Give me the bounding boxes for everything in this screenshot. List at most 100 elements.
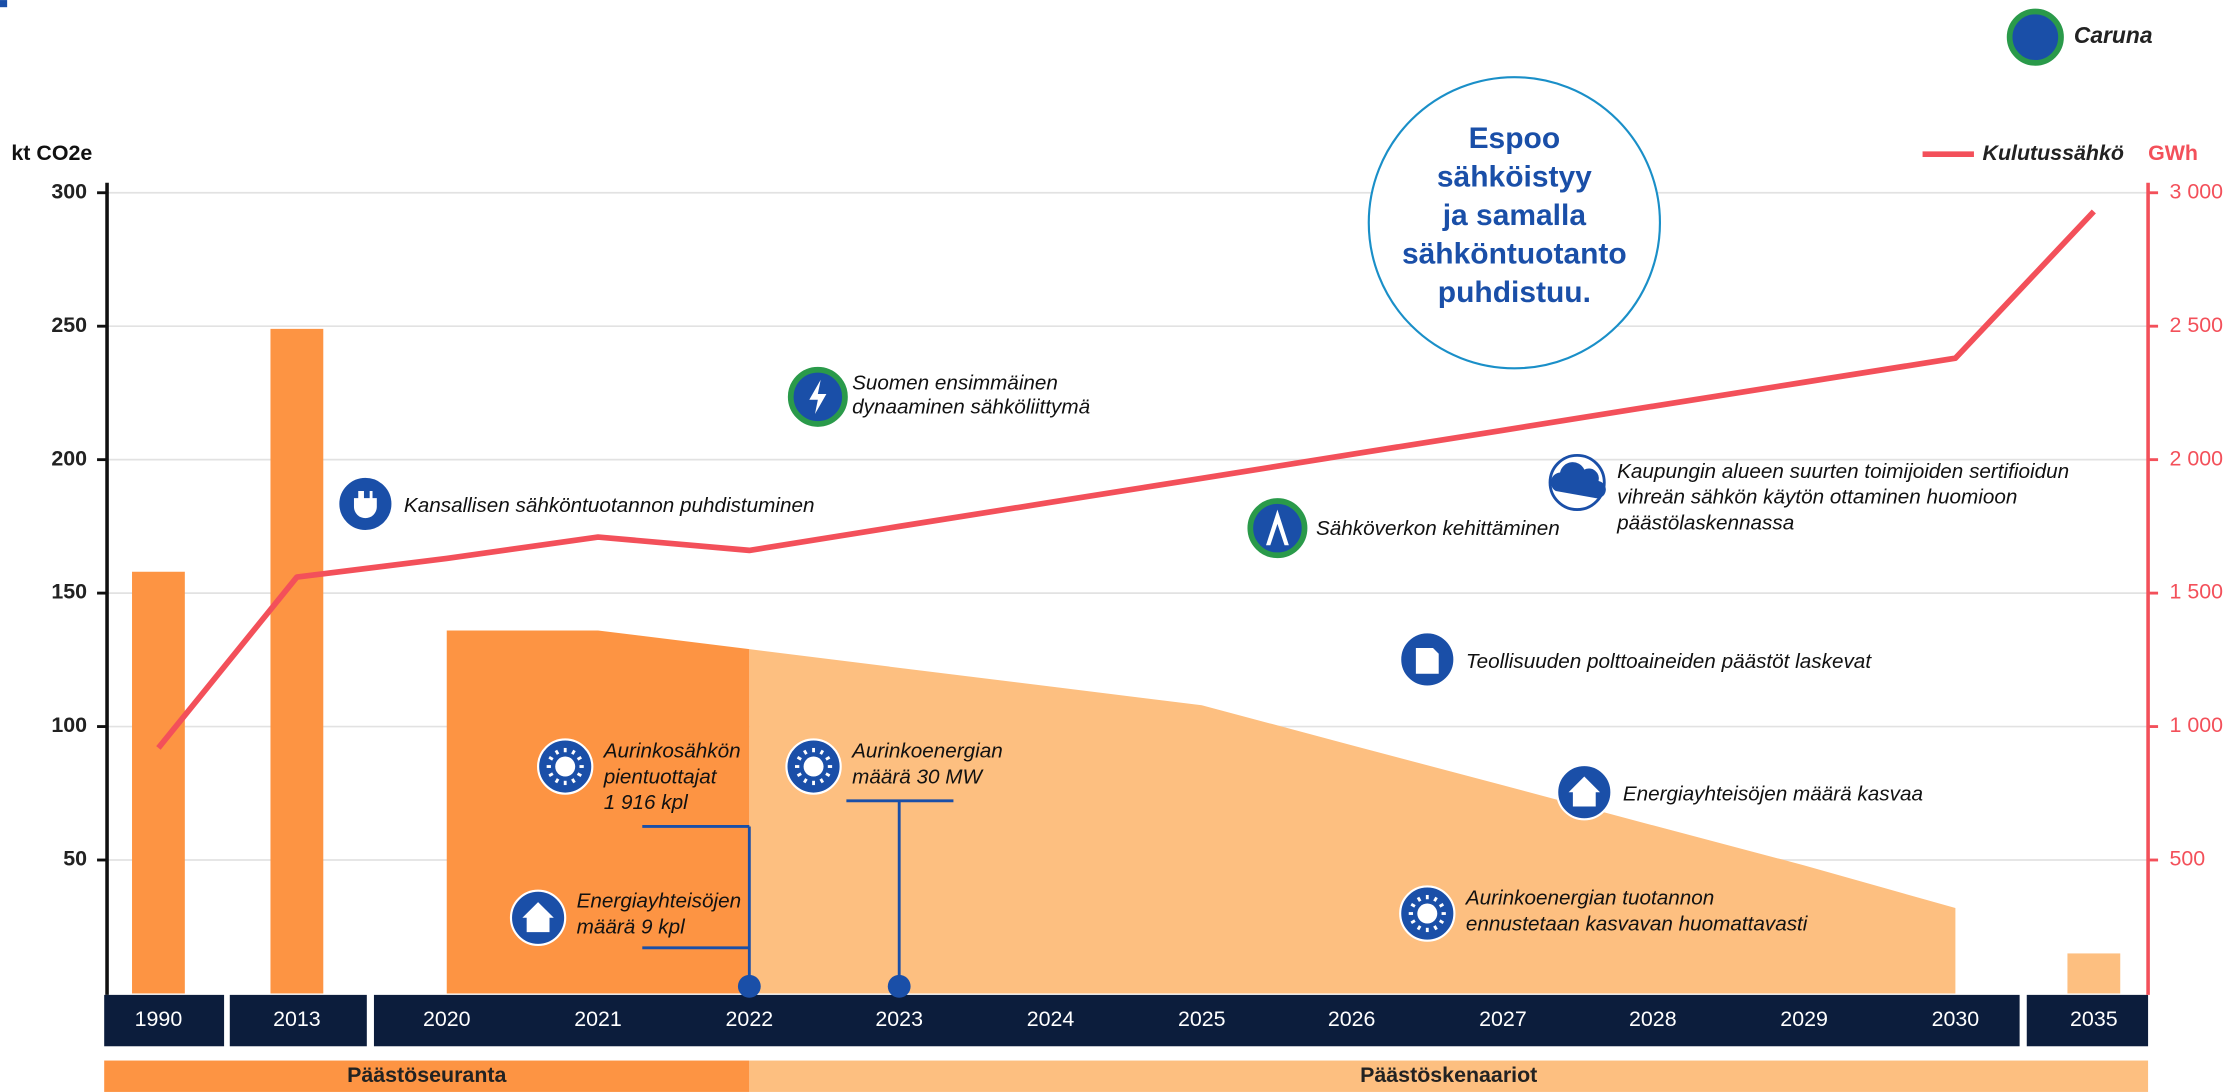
x-tick-label: 2024 <box>1027 1007 1075 1031</box>
icon-ray <box>548 756 554 761</box>
logo-icon <box>2006 8 2064 66</box>
icon-ray <box>554 778 560 784</box>
icon-ray <box>1410 919 1416 925</box>
icon-ray <box>819 778 825 784</box>
callout-circle <box>1367 76 1662 370</box>
annotation: päästölaskennassa <box>1616 511 1794 534</box>
y2-tick-label: 2 500 <box>2169 313 2223 337</box>
icon-ray <box>1410 903 1416 908</box>
callout-text: puhdistuu. <box>1438 276 1591 309</box>
annotation: määrä 9 kpl <box>577 915 686 938</box>
icon-glyph <box>555 756 576 777</box>
x-tick-label: 2030 <box>1932 1007 1980 1031</box>
icon-glyph <box>1550 462 1606 499</box>
icon-ray <box>576 756 582 761</box>
phase-label: Päästöskenaariot <box>1360 1063 1537 1087</box>
icon-glyph <box>803 756 824 777</box>
connector-dot <box>887 974 911 998</box>
icon-ray <box>1438 919 1445 925</box>
icon-glyph <box>353 491 377 519</box>
connector-dot <box>737 974 761 998</box>
icon-ray <box>576 772 582 778</box>
icon-ray <box>1416 896 1422 902</box>
strip-seg <box>2026 994 2149 1047</box>
icon-ray <box>571 778 576 784</box>
icon-glyph <box>1417 903 1438 924</box>
x-tick-label: 2020 <box>423 1007 471 1031</box>
icon-ray <box>796 772 802 778</box>
y-axis-label: kt CO2e <box>11 141 92 165</box>
icon-glyph <box>809 379 827 414</box>
icon-glyph <box>1266 509 1289 546</box>
x-tick-label: 2029 <box>1780 1007 1828 1031</box>
annotation: vihreän sähkön käytön ottaminen huomioon <box>1617 486 2017 509</box>
x-tick-label: 2022 <box>726 1007 774 1031</box>
annotation: Kansallisen sähköntuotannon puhdistumine… <box>404 494 815 517</box>
annotation: Aurinkosähkön <box>602 740 741 763</box>
icon-glyph <box>522 902 554 933</box>
y-tick-label: 300 <box>51 179 87 203</box>
bar <box>2067 953 2121 994</box>
icon-ray <box>796 756 802 761</box>
callout-text: ja samalla <box>1442 199 1587 232</box>
annotation: dynaaminen sähköliittymä <box>852 396 1090 419</box>
callout-text: Espoo <box>1469 122 1561 155</box>
y-tick-label: 250 <box>51 313 87 337</box>
icon <box>1247 498 1308 559</box>
bar <box>132 571 185 994</box>
icon-ray <box>554 749 560 755</box>
x-tick-label: 2013 <box>273 1007 321 1031</box>
y-tick-label: 50 <box>63 847 87 871</box>
x-tick-label: 2027 <box>1479 1007 1527 1031</box>
x-tick-label: 2025 <box>1178 1007 1226 1031</box>
callout-text: sähköistyy <box>1437 160 1592 193</box>
y2-tick-label: 2 000 <box>2169 446 2223 470</box>
icon-ray <box>1416 925 1422 931</box>
annotation: Teollisuuden polttoaineiden päästöt lask… <box>1466 650 1872 673</box>
icon-ray <box>819 749 825 755</box>
icon-ray <box>548 772 554 778</box>
y-tick-label: 100 <box>51 713 87 737</box>
x-tick-label: 2028 <box>1629 1007 1677 1031</box>
y-tick-label: 150 <box>51 580 87 604</box>
strip-seg <box>373 994 2020 1047</box>
callout-text: sähköntuotanto <box>1402 237 1627 270</box>
icon-ray <box>803 749 808 755</box>
icon-ray <box>825 756 831 761</box>
phase-band <box>104 1060 750 1092</box>
strip-seg <box>229 994 367 1047</box>
area <box>446 630 750 994</box>
corner-mark <box>0 0 8 8</box>
annotation: määrä 30 MW <box>852 765 984 788</box>
phase-label: Päästöseuranta <box>347 1063 507 1087</box>
annotation: Aurinkoenergian tuotannon <box>1464 887 1714 910</box>
icon-ray <box>825 772 831 778</box>
icon-ray <box>571 749 576 755</box>
annotation: Sähköverkon kehittäminen <box>1316 517 1560 540</box>
annotation: Energiayhteisöjen <box>577 890 741 913</box>
x-tick-label: 2021 <box>574 1007 622 1031</box>
annotation: Kaupungin alueen suurten toimijoiden ser… <box>1617 460 2069 483</box>
strip-seg <box>104 994 225 1047</box>
phase-band <box>749 1060 2149 1092</box>
annotation: 1 916 kpl <box>604 791 689 814</box>
icon-ray <box>1438 903 1445 908</box>
icon-ray <box>1433 896 1438 902</box>
bar <box>270 328 324 994</box>
annotation: Suomen ensimmäinen <box>852 371 1058 394</box>
y2-tick-label: 500 <box>2169 847 2205 871</box>
legend-label: Kulutussähkö <box>1983 141 2124 165</box>
icon-glyph <box>1568 776 1600 807</box>
x-tick-label: 2035 <box>2070 1007 2118 1031</box>
y2-axis-label: GWh <box>2148 141 2198 165</box>
line <box>156 209 2096 750</box>
icon-ray <box>803 778 808 784</box>
logo: Caruna <box>2074 22 2153 48</box>
y2-tick-label: 1 000 <box>2169 713 2223 737</box>
icon-glyph <box>1415 648 1439 674</box>
x-tick-label: 1990 <box>135 1007 183 1031</box>
y2-tick-label: 3 000 <box>2169 179 2223 203</box>
area <box>749 649 1956 994</box>
x-tick-label: 2026 <box>1328 1007 1376 1031</box>
